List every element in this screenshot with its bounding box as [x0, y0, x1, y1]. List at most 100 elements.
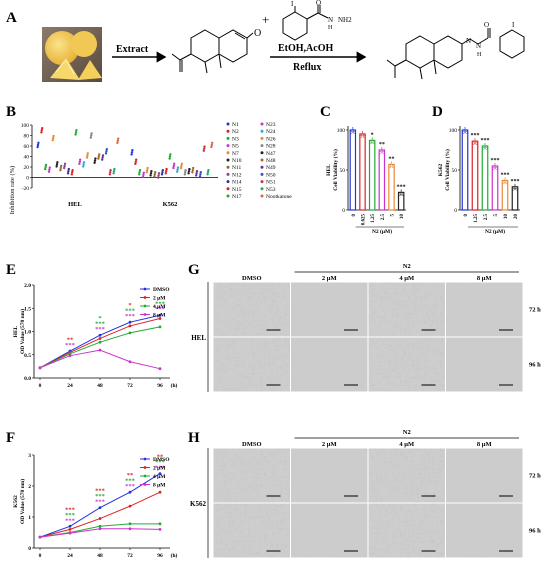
- bar-replicate: [379, 151, 382, 154]
- b-data-point: [138, 171, 141, 174]
- product-h: H: [477, 52, 482, 58]
- b-ytick-label: 80: [24, 134, 30, 140]
- b-data-point: [116, 141, 119, 145]
- b-legend-swatch: [226, 151, 230, 155]
- b-data-point: [165, 170, 168, 173]
- carbonyl-o: O: [254, 28, 261, 39]
- b-data-point: [41, 126, 44, 130]
- bar-replicate: [382, 151, 385, 154]
- b-data-point: [131, 149, 134, 152]
- bar-significance: **: [379, 142, 385, 148]
- b-legend-entry: N28: [266, 144, 276, 150]
- b-legend-entry: N3: [232, 136, 239, 142]
- line-point: [128, 360, 132, 364]
- b-data-point: [180, 162, 183, 166]
- micro-column-label: 2 μM: [322, 441, 337, 448]
- line-point: [98, 506, 102, 510]
- b-data-point: [93, 161, 96, 164]
- b-data-point: [71, 168, 74, 172]
- b-data-point: [134, 162, 137, 166]
- bar-replicate: [505, 181, 508, 185]
- b-legend-swatch: [226, 187, 230, 191]
- line-legend-entry: 2 μM: [153, 466, 166, 472]
- bar: [481, 145, 489, 211]
- b-legend-swatch: [226, 136, 230, 140]
- line-ylabel: OD Value (570 nm): [19, 479, 26, 524]
- b-data-point: [176, 170, 179, 173]
- bar-replicate: [351, 129, 354, 133]
- b-data-point: [116, 139, 120, 142]
- bar: [368, 139, 376, 211]
- b-data-point: [206, 173, 209, 176]
- bar-replicate: [503, 180, 507, 183]
- micro-column-label: DMSO: [242, 441, 262, 448]
- line-point: [128, 324, 132, 328]
- line-legend-marker: [143, 304, 147, 308]
- bar-ylabel: K562: [438, 163, 444, 176]
- line-point: [128, 331, 132, 335]
- line-legend-marker: [143, 287, 147, 291]
- bar-replicate: [359, 135, 363, 138]
- b-data-point: [59, 168, 62, 172]
- bar-replicate: [473, 141, 477, 144]
- line-point: [68, 354, 72, 358]
- b-legend-entry: Nootkatone: [266, 194, 292, 200]
- micro-column-label: 8 μM: [477, 441, 492, 448]
- line-point: [68, 528, 72, 531]
- bar: [359, 133, 366, 211]
- b-data-point: [173, 162, 176, 166]
- panel-b-axes: 100 80 60 40 20 0 -20 HEL K562: [21, 123, 218, 208]
- line-significance: ***: [155, 465, 165, 472]
- line-point: [98, 348, 102, 352]
- bar-category-label: 2.5: [381, 214, 386, 221]
- b-legend-swatch: [226, 172, 230, 176]
- line-ytick-label: 0.0: [24, 376, 31, 382]
- b-legend-entry: N12: [232, 172, 242, 178]
- line-point: [98, 524, 102, 528]
- line-legend-marker: [143, 474, 147, 478]
- b-data-point: [191, 171, 194, 174]
- hydrazide-h: H: [328, 25, 333, 31]
- bar-replicate: [463, 129, 467, 133]
- b-data-point: [130, 153, 133, 156]
- line-xlabel: (h): [171, 552, 178, 559]
- b-data-point: [153, 175, 156, 178]
- micro-row-label: 96 h: [529, 362, 541, 369]
- micrograph-texture: [446, 282, 523, 337]
- line-point: [68, 524, 72, 528]
- b-legend-swatch: [226, 194, 230, 198]
- bar-category-label: 5: [391, 214, 396, 217]
- line-significance: ***: [65, 342, 75, 349]
- bar-category-label: 2.5: [484, 214, 489, 221]
- b-data-point: [60, 164, 63, 168]
- b-data-point: [85, 156, 89, 159]
- panel-h-micrographs: N2 DMSO 2 μM 4 μM 8 μM K562 72 h 96 h: [190, 429, 541, 558]
- b-data-point: [109, 171, 112, 174]
- b-legend-swatch: [226, 165, 230, 169]
- line-point: [158, 522, 162, 526]
- b-data-point: [82, 161, 86, 164]
- b-group-label: K562: [163, 201, 178, 208]
- line-ytick-label: 3: [28, 453, 31, 459]
- micrograph-texture: [291, 337, 368, 392]
- b-legend-entry: N48: [266, 158, 276, 164]
- line-point: [98, 340, 102, 344]
- line-legend-entry: 4 μM: [153, 304, 166, 310]
- b-data-point: [187, 172, 190, 175]
- b-ytick-label: 100: [21, 123, 30, 129]
- hydrazide-nh: N: [328, 16, 333, 24]
- reagent-label: EtOH,AcOH: [278, 43, 333, 54]
- line-point: [98, 333, 102, 337]
- line-legend-entry: 8 μM: [153, 483, 166, 489]
- bar-ytick-label: 100: [449, 128, 458, 134]
- b-legend-swatch: [260, 172, 264, 176]
- line-point: [158, 317, 162, 320]
- bar-replicate: [495, 167, 498, 170]
- b-data-point: [56, 161, 59, 164]
- micro-column-label: 2 μM: [322, 275, 337, 282]
- b-data-point: [210, 145, 213, 149]
- b-data-point: [160, 173, 164, 176]
- b-data-point: [134, 160, 137, 163]
- b-data-point: [113, 167, 116, 171]
- bar-significance: ***: [397, 184, 406, 190]
